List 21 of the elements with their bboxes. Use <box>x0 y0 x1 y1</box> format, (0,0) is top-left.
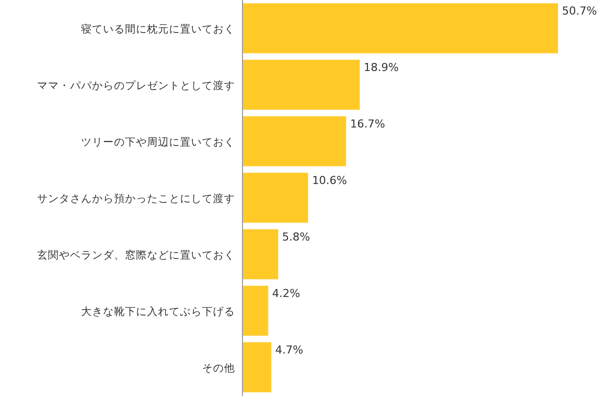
data-label: 10.6% <box>312 174 348 187</box>
bar <box>242 342 272 392</box>
data-label: 16.7% <box>350 117 386 130</box>
y-tick-label: ツリーの下や周辺に置いておく <box>81 135 235 148</box>
y-tick-label: その他 <box>202 362 235 374</box>
bar <box>242 3 558 54</box>
bar <box>242 229 278 280</box>
y-tick-label: 大きな靴下に入れてぶら下げる <box>81 304 235 318</box>
bar <box>242 172 308 223</box>
data-label: 4.2% <box>272 286 300 300</box>
y-tick-label: 寝ている間に枕元に置いておく <box>81 22 235 36</box>
data-label: 4.7% <box>275 343 304 356</box>
bar <box>242 60 360 110</box>
data-label: 18.9% <box>364 60 399 74</box>
bar <box>242 286 268 336</box>
y-tick-label: ママ・パパからのプレゼントとして渡す <box>37 78 235 92</box>
y-tick-label: 玄関やベランダ、窓際などに置いておく <box>37 248 235 262</box>
data-label: 5.8% <box>282 230 310 244</box>
bar <box>242 116 346 166</box>
data-label: 50.7% <box>562 4 597 18</box>
y-tick-label: サンタさんから預かったことにして渡す <box>37 192 235 205</box>
